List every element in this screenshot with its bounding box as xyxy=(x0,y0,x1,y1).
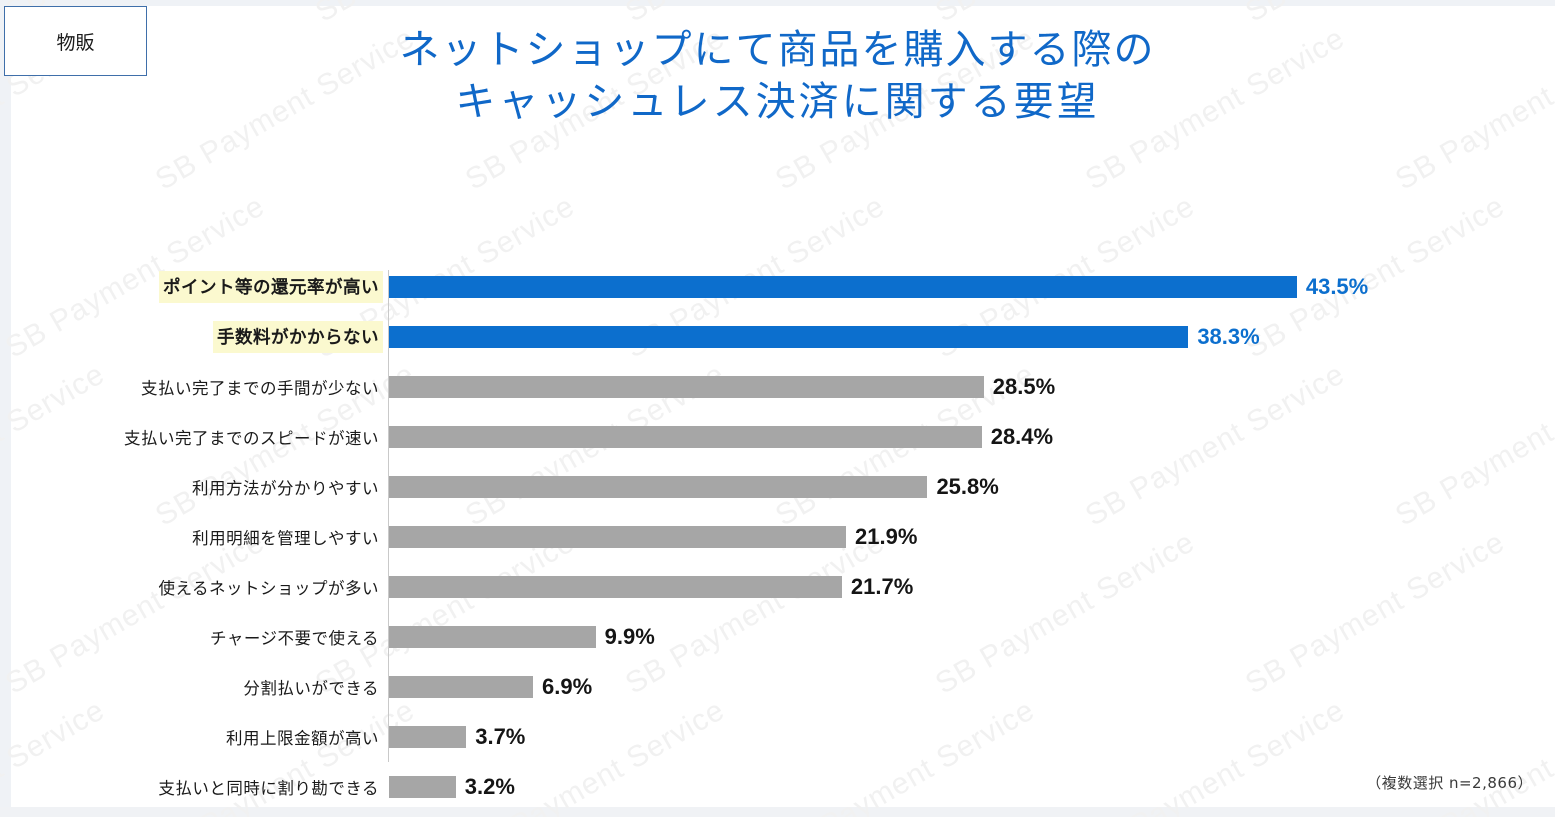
bar xyxy=(389,526,847,548)
chart-axis-line xyxy=(388,270,389,762)
category-label: 支払い完了までのスピードが速い xyxy=(124,428,379,448)
page-edge-left xyxy=(0,0,11,817)
chart-row: 利用上限金額が高い 3.7% xyxy=(0,712,1555,762)
category-badge-label: 物販 xyxy=(56,32,95,54)
category-label: 利用方法が分かりやすい xyxy=(192,478,379,498)
bar xyxy=(389,326,1189,348)
bar-value-label: 28.5% xyxy=(992,374,1056,399)
category-label: 支払い完了までの手間が少ない xyxy=(141,378,379,398)
bar xyxy=(389,776,456,798)
bar xyxy=(389,476,928,498)
bar-value-label: 21.7% xyxy=(850,574,914,599)
bar xyxy=(389,276,1297,298)
bar xyxy=(389,426,982,448)
chart-footnote: （複数選択 n=2,866） xyxy=(1366,774,1533,792)
chart-row: 手数料がかからない 38.3% xyxy=(0,312,1555,362)
bar xyxy=(389,626,596,648)
bar-value-label: 21.9% xyxy=(855,524,918,549)
page-title-line-2: キャッシュレス決済に関する要望 xyxy=(455,79,1100,125)
bar xyxy=(389,726,467,748)
bar-chart: ポイント等の還元率が高い 43.5% 手数料がかからない 38.3% 支払い完了までの手… xyxy=(0,262,1555,799)
category-label: 利用明細を管理しやすい xyxy=(192,528,379,548)
bar-value-label: 25.8% xyxy=(936,474,999,499)
bar-value-label: 28.4% xyxy=(990,424,1054,449)
bar-value-label: 3.2% xyxy=(464,774,515,799)
category-label-wrap: 支払い完了までのスピードが速い xyxy=(120,412,383,462)
category-label-wrap: 支払い完了までの手間が少ない xyxy=(137,362,383,412)
category-badge: 物販 xyxy=(4,6,147,76)
chart-row: 支払いと同時に割り勘できる 3.2% xyxy=(0,762,1555,812)
chart-row: 支払い完了までの手間が少ない 28.5% xyxy=(0,362,1555,412)
category-label: ポイント等の還元率が高い xyxy=(159,271,383,303)
category-label-wrap: 手数料がかからない xyxy=(213,312,383,362)
category-label-wrap: 利用明細を管理しやすい xyxy=(188,512,383,562)
bar xyxy=(389,376,984,398)
bar xyxy=(389,576,842,598)
chart-row: 使えるネットショップが多い 21.7% xyxy=(0,562,1555,612)
chart-row: チャージ不要で使える 9.9% xyxy=(0,612,1555,662)
chart-row: 分割払いができる 6.9% xyxy=(0,662,1555,712)
category-label-wrap: 支払いと同時に割り勘できる xyxy=(154,762,383,812)
page-edge-bottom xyxy=(0,807,1555,817)
page-title-line-1: ネットショップにて商品を購入する際の xyxy=(399,27,1156,73)
bar-value-label: 3.7% xyxy=(475,724,526,749)
category-label-wrap: ポイント等の還元率が高い xyxy=(159,262,383,312)
category-label: 利用上限金額が高い xyxy=(226,728,379,748)
category-label-wrap: 利用上限金額が高い xyxy=(222,712,383,762)
category-label: 手数料がかからない xyxy=(213,321,383,353)
category-label-wrap: 利用方法が分かりやすい xyxy=(188,462,383,512)
bar-value-label: 6.9% xyxy=(542,674,593,699)
chart-row: 支払い完了までのスピードが速い 28.4% xyxy=(0,412,1555,462)
category-label: 分割払いができる xyxy=(243,678,379,698)
category-label-wrap: 使えるネットショップが多い xyxy=(154,562,383,612)
bar-value-label: 43.5% xyxy=(1305,274,1369,299)
bar-value-label: 38.3% xyxy=(1197,324,1260,349)
page-title: ネットショップにて商品を購入する際の キャッシュレス決済に関する要望 xyxy=(0,24,1555,128)
category-label: チャージ不要で使える xyxy=(209,628,379,648)
chart-row: 利用明細を管理しやすい 21.9% xyxy=(0,512,1555,562)
bar-value-label: 9.9% xyxy=(604,624,655,649)
category-label-wrap: チャージ不要で使える xyxy=(206,612,383,662)
chart-row: 利用方法が分かりやすい 25.8% xyxy=(0,462,1555,512)
category-label-wrap: 分割払いができる xyxy=(239,662,383,712)
category-label: 使えるネットショップが多い xyxy=(158,578,379,598)
chart-row: ポイント等の還元率が高い 43.5% xyxy=(0,262,1555,312)
page-edge-top xyxy=(0,0,1555,6)
category-label: 支払いと同時に割り勘できる xyxy=(158,778,379,798)
bar xyxy=(389,676,533,698)
